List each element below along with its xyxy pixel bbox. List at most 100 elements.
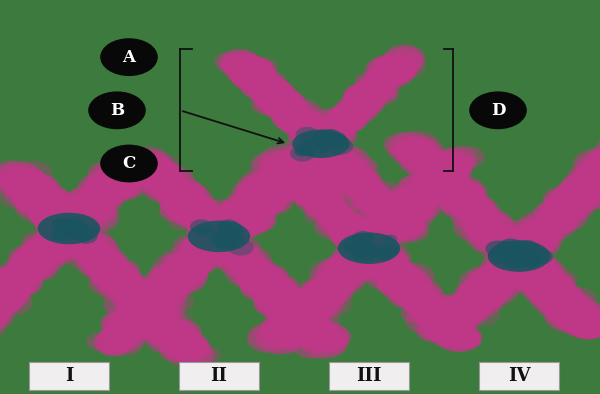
- Circle shape: [171, 188, 201, 208]
- Circle shape: [271, 100, 308, 125]
- Circle shape: [37, 189, 69, 210]
- Circle shape: [167, 190, 211, 218]
- Circle shape: [274, 329, 305, 349]
- Circle shape: [463, 279, 500, 303]
- Circle shape: [403, 138, 427, 154]
- Circle shape: [350, 236, 388, 261]
- Circle shape: [303, 168, 332, 187]
- Circle shape: [233, 212, 268, 235]
- Circle shape: [395, 208, 427, 229]
- Circle shape: [568, 320, 594, 337]
- Circle shape: [243, 174, 289, 204]
- Circle shape: [136, 173, 170, 195]
- Circle shape: [203, 237, 239, 260]
- Circle shape: [89, 174, 118, 193]
- Circle shape: [85, 259, 116, 279]
- Circle shape: [509, 247, 545, 271]
- Circle shape: [18, 173, 40, 187]
- Circle shape: [97, 249, 127, 269]
- Circle shape: [455, 201, 482, 218]
- Circle shape: [143, 165, 179, 188]
- Circle shape: [503, 247, 532, 266]
- Circle shape: [163, 264, 188, 280]
- Circle shape: [339, 231, 380, 258]
- Circle shape: [265, 302, 294, 321]
- Circle shape: [568, 170, 600, 195]
- Circle shape: [565, 297, 592, 315]
- Circle shape: [154, 178, 198, 207]
- Circle shape: [473, 278, 509, 302]
- Circle shape: [268, 309, 317, 342]
- Circle shape: [304, 323, 335, 344]
- Circle shape: [0, 279, 28, 309]
- Circle shape: [380, 269, 407, 287]
- Circle shape: [562, 306, 600, 332]
- Circle shape: [415, 202, 437, 216]
- Circle shape: [365, 195, 405, 221]
- Circle shape: [401, 288, 443, 316]
- Circle shape: [343, 243, 358, 253]
- Circle shape: [294, 161, 319, 177]
- Circle shape: [276, 154, 322, 184]
- Circle shape: [277, 307, 302, 323]
- Circle shape: [280, 311, 323, 340]
- Circle shape: [518, 229, 546, 247]
- Circle shape: [386, 191, 434, 223]
- Circle shape: [148, 278, 175, 296]
- Circle shape: [454, 299, 479, 316]
- Circle shape: [172, 182, 200, 200]
- Circle shape: [118, 298, 155, 322]
- Circle shape: [317, 264, 361, 293]
- Circle shape: [422, 301, 449, 319]
- Circle shape: [275, 106, 310, 128]
- Circle shape: [326, 280, 354, 298]
- Circle shape: [428, 295, 455, 312]
- Circle shape: [79, 197, 113, 220]
- Circle shape: [192, 225, 226, 247]
- Circle shape: [440, 165, 469, 184]
- Circle shape: [375, 269, 400, 285]
- Circle shape: [136, 297, 171, 320]
- Circle shape: [508, 251, 535, 269]
- Circle shape: [578, 188, 600, 207]
- Circle shape: [302, 171, 329, 189]
- Circle shape: [242, 193, 269, 211]
- Circle shape: [58, 209, 94, 233]
- Circle shape: [231, 61, 278, 92]
- Circle shape: [97, 265, 143, 295]
- Circle shape: [197, 216, 238, 243]
- Circle shape: [281, 317, 304, 332]
- Circle shape: [149, 264, 182, 286]
- Circle shape: [233, 258, 275, 286]
- Circle shape: [393, 269, 424, 290]
- Circle shape: [218, 253, 254, 276]
- Circle shape: [332, 220, 355, 236]
- Circle shape: [278, 107, 296, 119]
- Circle shape: [296, 306, 340, 334]
- Circle shape: [0, 295, 5, 317]
- Circle shape: [598, 144, 600, 165]
- Circle shape: [547, 188, 595, 219]
- Circle shape: [141, 276, 188, 307]
- Circle shape: [545, 296, 573, 314]
- Circle shape: [394, 63, 418, 79]
- Circle shape: [248, 182, 278, 201]
- Circle shape: [487, 266, 512, 283]
- Circle shape: [259, 162, 299, 189]
- Circle shape: [344, 236, 378, 258]
- Circle shape: [493, 245, 526, 267]
- Circle shape: [498, 258, 541, 286]
- Circle shape: [302, 316, 328, 332]
- Circle shape: [240, 279, 268, 298]
- Circle shape: [250, 278, 278, 296]
- Circle shape: [271, 149, 314, 177]
- Circle shape: [524, 222, 560, 246]
- Circle shape: [449, 324, 482, 346]
- Circle shape: [103, 310, 143, 336]
- Circle shape: [256, 77, 290, 99]
- Circle shape: [472, 277, 499, 295]
- Circle shape: [384, 63, 416, 84]
- Circle shape: [196, 220, 236, 246]
- Circle shape: [47, 214, 91, 243]
- Circle shape: [12, 189, 55, 217]
